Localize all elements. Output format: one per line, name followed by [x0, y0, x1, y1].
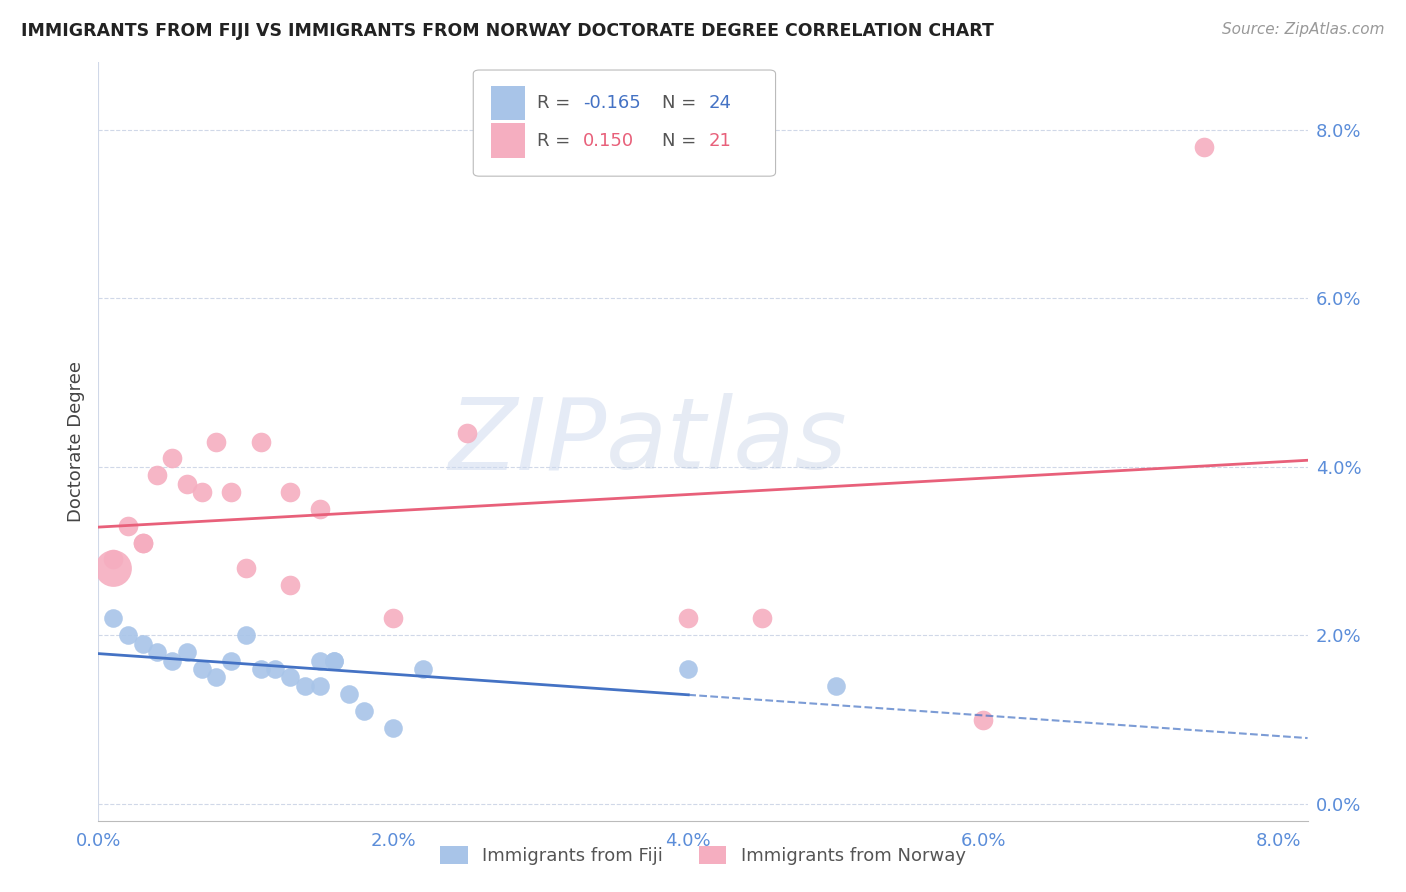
Point — [146, 468, 169, 483]
Point — [235, 628, 257, 642]
Point — [824, 679, 846, 693]
Point — [249, 662, 271, 676]
Point — [101, 561, 124, 575]
Point — [131, 637, 153, 651]
Point — [278, 578, 301, 592]
Text: N =: N = — [662, 94, 702, 112]
Text: 24: 24 — [709, 94, 733, 112]
Point — [382, 611, 405, 625]
Point — [117, 518, 139, 533]
Text: R =: R = — [537, 131, 576, 150]
Point — [264, 662, 287, 676]
Point — [308, 654, 330, 668]
Point — [323, 654, 346, 668]
Text: ZIP: ZIP — [449, 393, 606, 490]
Point — [190, 485, 212, 500]
Legend: Immigrants from Fiji, Immigrants from Norway: Immigrants from Fiji, Immigrants from No… — [433, 838, 973, 872]
FancyBboxPatch shape — [492, 86, 526, 120]
Text: N =: N = — [662, 131, 702, 150]
Text: IMMIGRANTS FROM FIJI VS IMMIGRANTS FROM NORWAY DOCTORATE DEGREE CORRELATION CHAR: IMMIGRANTS FROM FIJI VS IMMIGRANTS FROM … — [21, 22, 994, 40]
Text: -0.165: -0.165 — [583, 94, 641, 112]
Text: R =: R = — [537, 94, 576, 112]
Point — [219, 485, 242, 500]
Y-axis label: Doctorate Degree: Doctorate Degree — [66, 361, 84, 522]
Point — [678, 662, 700, 676]
Point — [101, 611, 124, 625]
Point — [160, 451, 183, 466]
Point — [456, 426, 478, 441]
Text: atlas: atlas — [606, 393, 848, 490]
Point — [219, 654, 242, 668]
Point — [160, 654, 183, 668]
FancyBboxPatch shape — [474, 70, 776, 177]
Point — [278, 485, 301, 500]
Text: 21: 21 — [709, 131, 733, 150]
Point — [235, 561, 257, 575]
Point — [1194, 139, 1216, 153]
Text: 0.150: 0.150 — [583, 131, 634, 150]
Point — [131, 535, 153, 549]
Point — [101, 552, 124, 566]
Point — [131, 535, 153, 549]
Point — [308, 502, 330, 516]
Point — [146, 645, 169, 659]
Text: Source: ZipAtlas.com: Source: ZipAtlas.com — [1222, 22, 1385, 37]
Point — [382, 721, 405, 735]
Point — [205, 434, 228, 449]
Point — [176, 645, 198, 659]
Point — [278, 670, 301, 684]
Point — [294, 679, 316, 693]
Point — [353, 704, 375, 718]
Point — [678, 611, 700, 625]
Point — [176, 476, 198, 491]
Point — [751, 611, 773, 625]
Point — [308, 679, 330, 693]
FancyBboxPatch shape — [492, 123, 526, 158]
Point — [323, 654, 346, 668]
Point — [972, 713, 994, 727]
Point — [337, 687, 360, 701]
Point — [205, 670, 228, 684]
Point — [117, 628, 139, 642]
Point — [249, 434, 271, 449]
Point — [190, 662, 212, 676]
Point — [412, 662, 434, 676]
